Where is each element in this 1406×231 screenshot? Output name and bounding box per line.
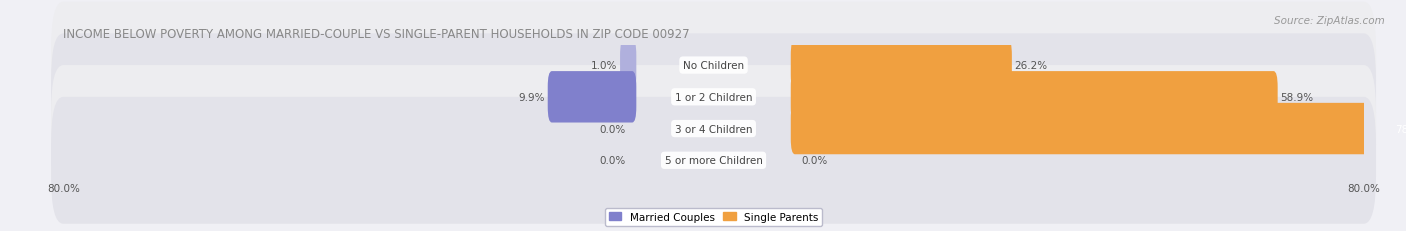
Text: 1.0%: 1.0% xyxy=(592,61,617,71)
FancyBboxPatch shape xyxy=(548,72,637,123)
FancyBboxPatch shape xyxy=(790,40,1012,91)
Text: 78.9%: 78.9% xyxy=(1395,124,1406,134)
Text: INCOME BELOW POVERTY AMONG MARRIED-COUPLE VS SINGLE-PARENT HOUSEHOLDS IN ZIP COD: INCOME BELOW POVERTY AMONG MARRIED-COUPL… xyxy=(63,28,690,41)
Legend: Married Couples, Single Parents: Married Couples, Single Parents xyxy=(605,208,823,226)
Text: Source: ZipAtlas.com: Source: ZipAtlas.com xyxy=(1274,16,1385,26)
Text: 0.0%: 0.0% xyxy=(599,156,626,166)
FancyBboxPatch shape xyxy=(790,72,1278,123)
FancyBboxPatch shape xyxy=(51,3,1376,129)
Text: 1 or 2 Children: 1 or 2 Children xyxy=(675,92,752,102)
Text: 0.0%: 0.0% xyxy=(801,156,828,166)
FancyBboxPatch shape xyxy=(51,66,1376,192)
Text: 3 or 4 Children: 3 or 4 Children xyxy=(675,124,752,134)
Text: 9.9%: 9.9% xyxy=(519,92,546,102)
FancyBboxPatch shape xyxy=(51,97,1376,224)
FancyBboxPatch shape xyxy=(51,34,1376,161)
FancyBboxPatch shape xyxy=(790,103,1406,155)
Text: No Children: No Children xyxy=(683,61,744,71)
Text: 58.9%: 58.9% xyxy=(1279,92,1313,102)
FancyBboxPatch shape xyxy=(620,40,637,91)
Text: 0.0%: 0.0% xyxy=(599,124,626,134)
Text: 5 or more Children: 5 or more Children xyxy=(665,156,762,166)
Text: 26.2%: 26.2% xyxy=(1014,61,1047,71)
